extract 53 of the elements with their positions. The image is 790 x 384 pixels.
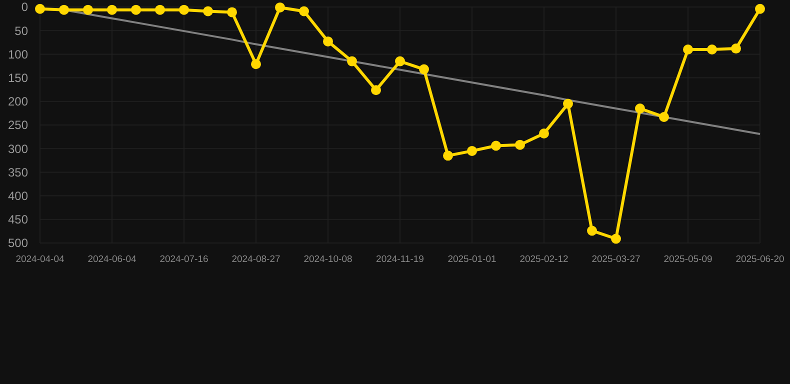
- point: [251, 59, 261, 70]
- x-tick-label: 2025-05-09: [664, 254, 712, 265]
- y-tick-label: 0: [21, 0, 28, 14]
- point: [59, 4, 69, 15]
- y-tick-label: 200: [8, 94, 28, 109]
- point: [443, 150, 453, 161]
- point: [755, 4, 765, 14]
- point: [155, 4, 165, 15]
- point: [419, 64, 429, 74]
- point: [83, 4, 93, 15]
- point: [323, 36, 333, 46]
- y-tick-label: 50: [14, 24, 28, 38]
- x-tick-label: 2024-11-19: [376, 254, 424, 265]
- point: [611, 234, 621, 244]
- x-tick-label: 2025-01-01: [448, 254, 496, 265]
- y-tick-label: 100: [8, 47, 28, 62]
- point: [371, 85, 381, 96]
- point: [203, 6, 213, 16]
- point: [635, 103, 645, 114]
- point: [731, 44, 741, 54]
- point: [107, 4, 117, 15]
- y-tick-label: 150: [8, 71, 28, 85]
- x-tick-label: 2024-07-16: [160, 254, 208, 265]
- y-tick-label: 500: [8, 236, 28, 250]
- point: [131, 4, 141, 15]
- y-tick-label: 250: [8, 118, 28, 132]
- point: [35, 4, 45, 14]
- point: [347, 56, 357, 66]
- point: [707, 44, 717, 54]
- x-tick-label: 2024-08-27: [232, 254, 280, 265]
- x-tick-label: 2025-03-27: [592, 254, 640, 265]
- x-tick-label: 2024-10-08: [304, 254, 352, 265]
- y-tick-label: 300: [8, 142, 28, 156]
- point: [587, 226, 597, 236]
- point: [491, 140, 501, 151]
- point: [683, 44, 693, 54]
- x-tick-label: 2024-06-04: [88, 254, 136, 265]
- point: [395, 56, 405, 66]
- x-tick-label: 2025-06-20: [736, 254, 784, 265]
- point: [563, 98, 573, 109]
- point: [179, 4, 189, 15]
- y-tick-label: 350: [8, 165, 28, 180]
- point: [659, 112, 669, 122]
- x-tick-label: 2025-02-12: [520, 254, 568, 265]
- point: [467, 146, 477, 156]
- point: [299, 6, 309, 16]
- x-tick-label: 2024-04-04: [16, 254, 64, 265]
- point: [515, 140, 525, 150]
- point: [539, 128, 549, 138]
- y-tick-label: 450: [8, 212, 28, 227]
- point: [275, 2, 285, 12]
- y-tick-label: 400: [8, 189, 28, 203]
- point: [227, 7, 237, 18]
